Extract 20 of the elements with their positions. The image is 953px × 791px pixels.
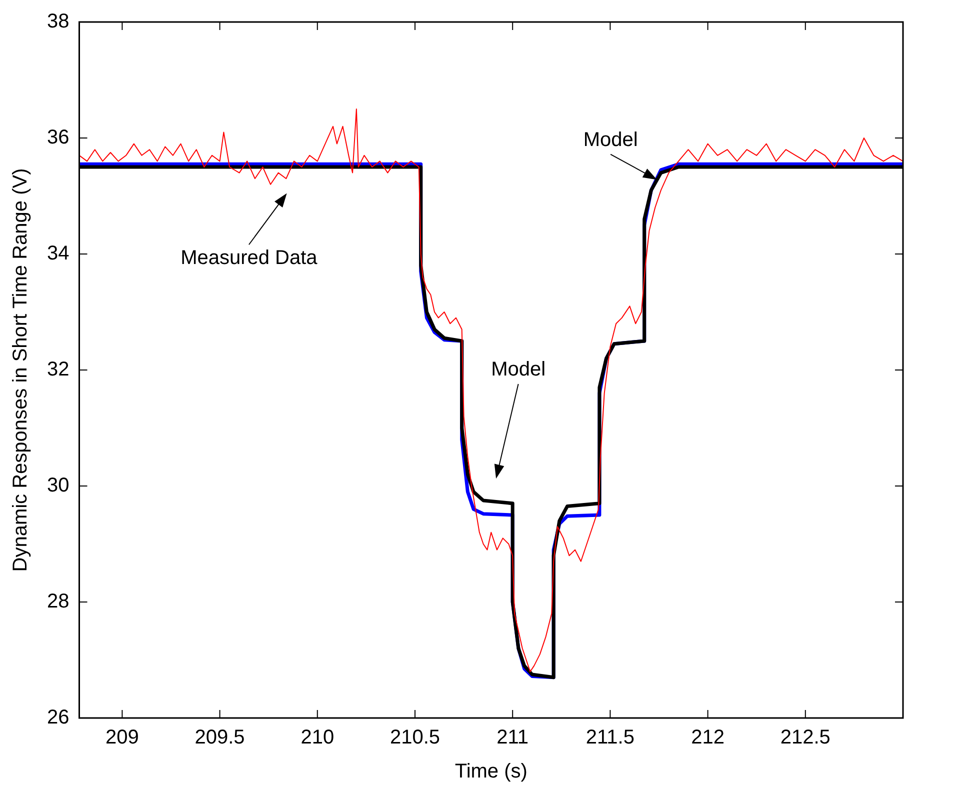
x-tick-label: 212.5 bbox=[780, 726, 830, 749]
y-tick-label: 38 bbox=[46, 10, 70, 33]
y-tick-label: 28 bbox=[46, 590, 70, 613]
y-tick-label: 32 bbox=[46, 358, 70, 381]
x-axis-title: Time (s) bbox=[454, 760, 528, 783]
y-tick-label: 26 bbox=[46, 706, 70, 729]
x-tick-label: 209 bbox=[106, 726, 139, 749]
y-tick-label: 30 bbox=[46, 474, 70, 497]
x-tick-label: 209.5 bbox=[194, 726, 245, 749]
annotation: Measured Data bbox=[180, 247, 318, 270]
x-tick-label: 211 bbox=[496, 726, 529, 749]
x-tick-label: 210 bbox=[300, 726, 334, 749]
y-tick-label: 36 bbox=[46, 126, 70, 149]
annotation: Model bbox=[583, 128, 638, 151]
x-tick-label: 212 bbox=[691, 726, 724, 749]
annotation: Model bbox=[491, 358, 546, 381]
x-tick-label: 211.5 bbox=[586, 726, 634, 749]
y-axis-title: Dynamic Responses in Short Time Range (V) bbox=[10, 168, 32, 572]
x-tick-label: 210.5 bbox=[390, 726, 440, 749]
y-tick-label: 34 bbox=[46, 242, 70, 265]
